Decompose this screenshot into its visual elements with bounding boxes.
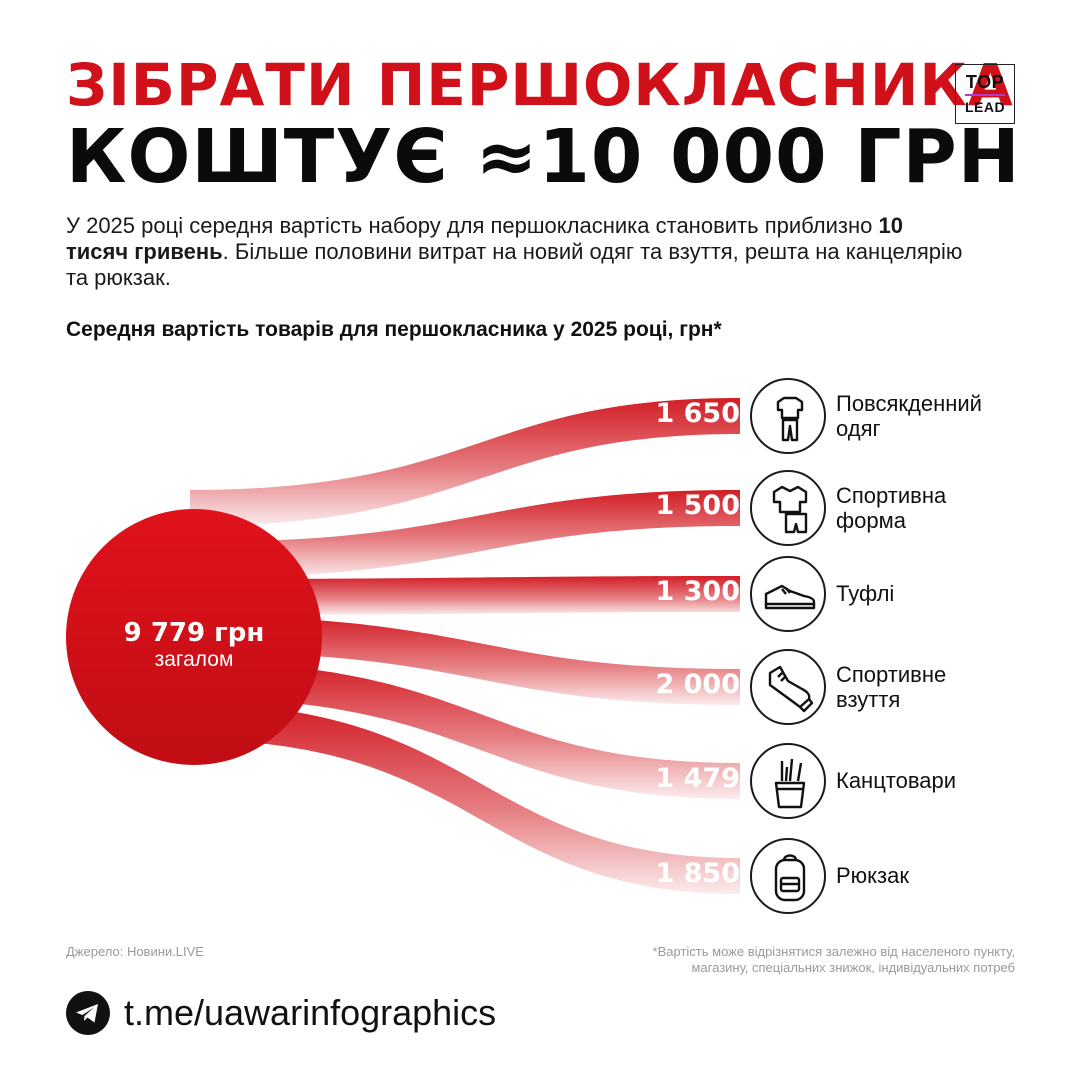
value-label: 1 650 xyxy=(655,398,740,429)
category-icon-circle xyxy=(750,470,826,546)
source-note: Джерело: Новини.LIVE xyxy=(66,944,204,959)
logo-top-text: TOP xyxy=(965,72,1005,92)
footnote-line-1: *Вартість може відрізнятися залежно від … xyxy=(652,944,1015,959)
flow-band xyxy=(190,704,740,894)
category-icon-circle xyxy=(750,743,826,819)
shoe-icon xyxy=(764,584,816,610)
category-label-line-1: Повсякденний xyxy=(836,391,982,416)
category-label-line-2: одяг xyxy=(836,416,881,441)
logo-bottom-text: LEAD xyxy=(964,99,1006,115)
total-value: 9 779 грн xyxy=(123,618,265,648)
category-icon-circle xyxy=(750,838,826,914)
footnote: *Вартість може відрізнятися залежно від … xyxy=(535,944,1015,976)
category-label: Спортивна форма xyxy=(836,483,1036,533)
category-label: Рюкзак xyxy=(836,863,1036,888)
category-icon-circle xyxy=(750,556,826,632)
intro-paragraph: У 2025 році середня вартість набору для … xyxy=(66,213,966,291)
total-sublabel: загалом xyxy=(154,648,234,671)
intro-bold: 10 тисяч гривень xyxy=(66,213,903,264)
value-label: 2 000 xyxy=(655,669,740,700)
flow-band xyxy=(190,662,740,799)
sneaker-icon xyxy=(768,665,814,713)
category-label-line-2: взуття xyxy=(836,687,901,712)
title-line-1: ЗІБРАТИ ПЕРШОКЛАСНИКА xyxy=(66,51,1014,119)
value-label: 1 300 xyxy=(655,576,740,607)
category-label: Повсякденний одяг xyxy=(836,391,1036,441)
clothes-icon xyxy=(776,396,804,442)
stationery-icon xyxy=(774,758,806,809)
backpack-icon xyxy=(774,854,806,902)
footnote-line-2: магазину, спеціальних знижок, індивідуал… xyxy=(691,960,1015,975)
category-label-line-1: Спортивне xyxy=(836,662,947,687)
category-label-line-1: Канцтовари xyxy=(836,768,957,793)
category-label-line-1: Спортивна xyxy=(836,483,947,508)
flow-band xyxy=(190,616,740,705)
category-icon-circle xyxy=(750,378,826,454)
telegram-icon xyxy=(66,991,110,1035)
category-label-line-1: Туфлі xyxy=(836,581,895,606)
logo-divider xyxy=(965,94,1005,96)
category-label-line-1: Рюкзак xyxy=(836,863,909,888)
category-label-line-2: форма xyxy=(836,508,906,533)
total-circle xyxy=(66,509,322,765)
value-label: 1 479 xyxy=(655,763,740,794)
category-label: Туфлі xyxy=(836,581,1036,606)
category-icon-circle xyxy=(750,649,826,725)
flow-chart xyxy=(66,398,740,894)
sport-uniform-icon xyxy=(772,485,808,534)
telegram-link[interactable]: t.me/uawarinfographics xyxy=(124,992,497,1033)
category-label: Спортивне взуття xyxy=(836,662,1036,712)
total-label: 9 779 грн загалом xyxy=(67,550,321,724)
intro-text-1: У 2025 році середня вартість набору для … xyxy=(66,213,879,238)
category-label: Канцтовари xyxy=(836,768,1036,793)
value-label: 1 500 xyxy=(655,490,740,521)
flow-band xyxy=(190,490,740,578)
toplead-logo: TOP LEAD xyxy=(955,64,1015,124)
flow-band xyxy=(190,398,740,526)
intro-text-2: . Більше половини витрат на новий одяг т… xyxy=(66,239,963,290)
value-label: 1 850 xyxy=(655,858,740,889)
flow-band xyxy=(190,576,740,615)
title-line-2: КОШТУЄ ≈10 000 ГРН xyxy=(66,114,1021,200)
chart-title: Середня вартість товарів для першокласни… xyxy=(66,318,722,341)
